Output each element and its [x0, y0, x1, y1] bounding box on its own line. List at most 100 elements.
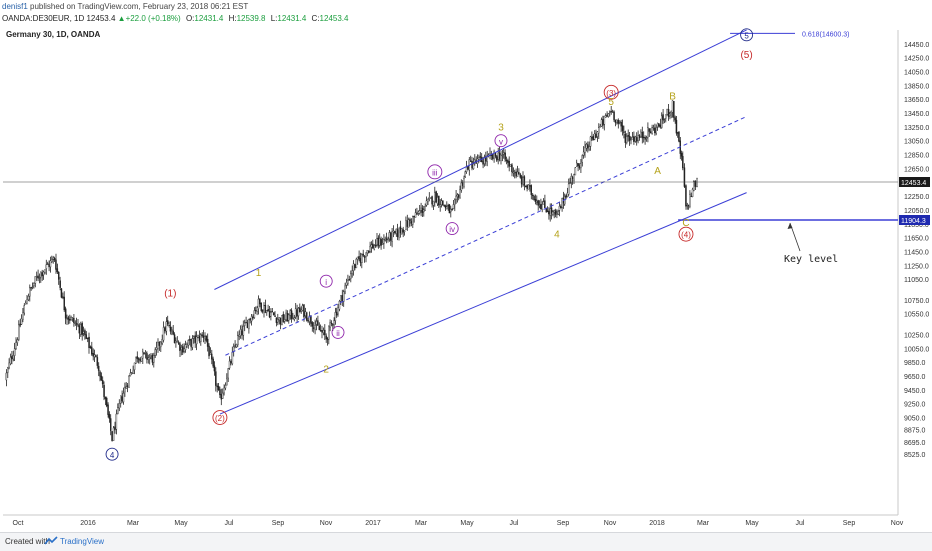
- price-chart[interactable]: Germany 30, 1D, OANDA 8525.0 8695.0 8875.0 9…: [0, 26, 932, 530]
- candle-body: [438, 195, 440, 206]
- candle-body: [286, 313, 289, 322]
- candle-body: [599, 125, 601, 128]
- candle-body: [326, 338, 329, 340]
- candle-body: [576, 162, 578, 167]
- candle-body: [154, 349, 156, 356]
- candle-body: [447, 205, 449, 207]
- candle-body: [613, 111, 615, 120]
- candle-body: [53, 257, 56, 261]
- candle-body: [497, 152, 500, 160]
- candle-body: [35, 276, 38, 278]
- candle-body: [322, 330, 325, 333]
- candle-body: [73, 318, 75, 323]
- candle-body: [392, 230, 395, 233]
- x-tick-label: Mar: [127, 520, 140, 527]
- candle-body: [245, 322, 247, 324]
- candle-body: [45, 264, 48, 269]
- tradingview-link[interactable]: TradingView: [60, 537, 105, 546]
- wave-label: 4: [110, 451, 115, 460]
- candle-body: [144, 352, 147, 354]
- candle-body: [33, 283, 35, 286]
- y-tick-label: 13450.0: [904, 111, 929, 118]
- candle-body: [483, 157, 486, 165]
- candle-body: [667, 109, 670, 117]
- up-arrow-icon: ▲: [117, 14, 126, 23]
- candle-body: [64, 308, 67, 319]
- footer-bar: Created with TradingView: [0, 532, 932, 551]
- candle-body: [41, 272, 43, 277]
- tradingview-logo-icon: [44, 536, 58, 545]
- candle-body: [633, 136, 635, 142]
- candle-body: [486, 155, 488, 162]
- candle-body: [44, 269, 46, 273]
- candle-body: [137, 358, 140, 360]
- candle-body: [395, 228, 398, 234]
- candle-body: [268, 311, 271, 318]
- candle-body: [81, 323, 83, 335]
- candle-body: [101, 380, 104, 385]
- wave-label-circle: [445, 222, 459, 236]
- candle-body: [112, 427, 115, 441]
- wave-label-circle: [678, 226, 694, 242]
- candle-body: [275, 317, 278, 323]
- candle-body: [523, 176, 526, 186]
- candle-body: [168, 325, 170, 327]
- candle-body: [689, 194, 691, 207]
- candle-body: [332, 324, 334, 326]
- username-link[interactable]: denisf1: [2, 2, 28, 11]
- candle-body: [515, 171, 517, 177]
- x-tick-label: Oct: [13, 520, 24, 527]
- candle-body: [469, 160, 472, 162]
- candle-body: [582, 151, 585, 156]
- candle-body: [542, 201, 545, 205]
- x-tick-label: Nov: [320, 520, 333, 527]
- candle-body: [407, 219, 410, 228]
- candle-body: [352, 263, 355, 272]
- x-tick-label: Sep: [272, 520, 285, 527]
- candle-body: [303, 304, 305, 318]
- candle-body: [620, 121, 622, 127]
- candle-body: [558, 206, 561, 211]
- candle-body: [669, 113, 671, 116]
- candle-body: [693, 180, 695, 191]
- candle-body: [530, 185, 533, 195]
- candle-body: [350, 273, 352, 279]
- candle-body: [155, 347, 158, 350]
- candle-body: [27, 296, 30, 301]
- candle-body: [514, 171, 516, 174]
- wave-label: (2): [215, 414, 225, 423]
- candle-body: [498, 152, 501, 160]
- candle-body: [92, 353, 94, 357]
- candle-body: [637, 135, 639, 141]
- candle-body: [128, 375, 130, 388]
- candle-body: [23, 305, 26, 314]
- candle-body: [139, 359, 141, 362]
- candle-body: [354, 264, 356, 269]
- x-tick-label: May: [460, 520, 474, 527]
- candle-body: [538, 204, 541, 207]
- candle-body: [132, 370, 134, 374]
- candle-body: [59, 280, 61, 288]
- candle-body: [129, 372, 132, 377]
- candle-body: [369, 246, 371, 252]
- candle-body: [372, 243, 374, 249]
- candle-body: [533, 195, 535, 201]
- candle-body: [230, 361, 232, 363]
- candle-body: [607, 113, 610, 117]
- wave-label-circle: [319, 274, 333, 288]
- y-tick-label: 11650.0: [904, 236, 929, 243]
- candle-body: [301, 305, 304, 311]
- candle-body: [552, 211, 554, 215]
- y-tick-label: 10250.0: [904, 332, 929, 339]
- candle-body: [410, 221, 413, 224]
- candle-body: [550, 207, 553, 214]
- candle-body: [49, 260, 52, 268]
- candle-body: [384, 238, 387, 241]
- candle-body: [228, 360, 231, 369]
- candle-body: [511, 164, 513, 173]
- candle-body: [574, 167, 577, 176]
- candle-body: [595, 133, 597, 138]
- candle-body: [403, 230, 406, 232]
- wave-label-circle: [331, 325, 345, 339]
- candle-body: [121, 396, 123, 401]
